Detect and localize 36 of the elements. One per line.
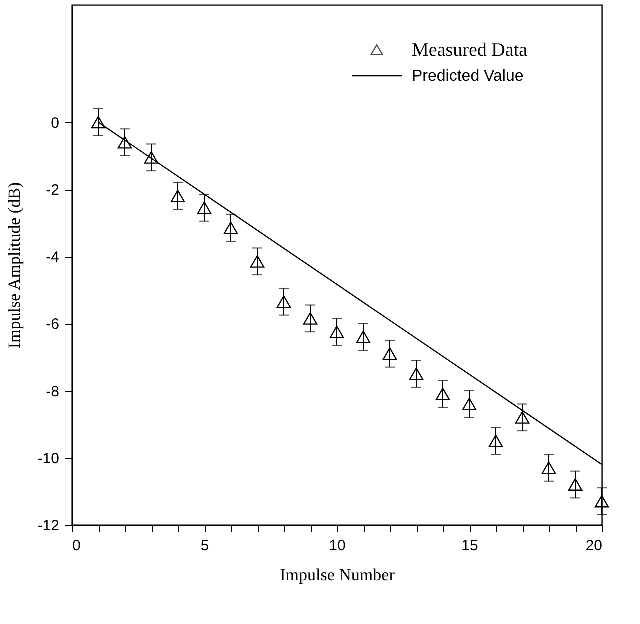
y-tick-label: -8 [46, 383, 60, 400]
point [276, 296, 292, 308]
y-tick-label: -2 [46, 182, 60, 200]
y-tick-label: -10 [38, 450, 60, 468]
point [224, 222, 238, 234]
x-tick-label: 5 [200, 538, 210, 554]
legend-label: Measured Data [412, 40, 528, 61]
point [594, 495, 610, 508]
point [356, 330, 371, 344]
y-tick-label: -12 [38, 518, 60, 534]
y-axis-title: Impulse Amplitude (dB) [4, 182, 24, 349]
x-tick-label: 20 [586, 538, 602, 554]
point [436, 388, 450, 400]
point [170, 190, 186, 202]
point [409, 368, 424, 380]
y-tick-label: -4 [46, 249, 60, 266]
point [488, 434, 504, 448]
point [91, 116, 106, 129]
point [197, 202, 212, 214]
point [568, 478, 583, 491]
legend-label: Predicted Value [412, 68, 524, 85]
point [515, 411, 530, 424]
y-tick-label: -6 [46, 316, 60, 334]
point [303, 312, 318, 325]
point [118, 136, 132, 149]
point [382, 348, 398, 360]
x-tick-label: 0 [72, 538, 81, 554]
point [144, 151, 159, 164]
x-tick-label: 10 [329, 538, 346, 554]
point [250, 255, 265, 268]
point [462, 398, 477, 410]
point [542, 462, 556, 474]
x-axis-title: Impulse Number [280, 566, 396, 584]
point [330, 326, 344, 338]
x-tick-label: 15 [462, 538, 478, 554]
y-tick-label: 0 [51, 114, 60, 132]
